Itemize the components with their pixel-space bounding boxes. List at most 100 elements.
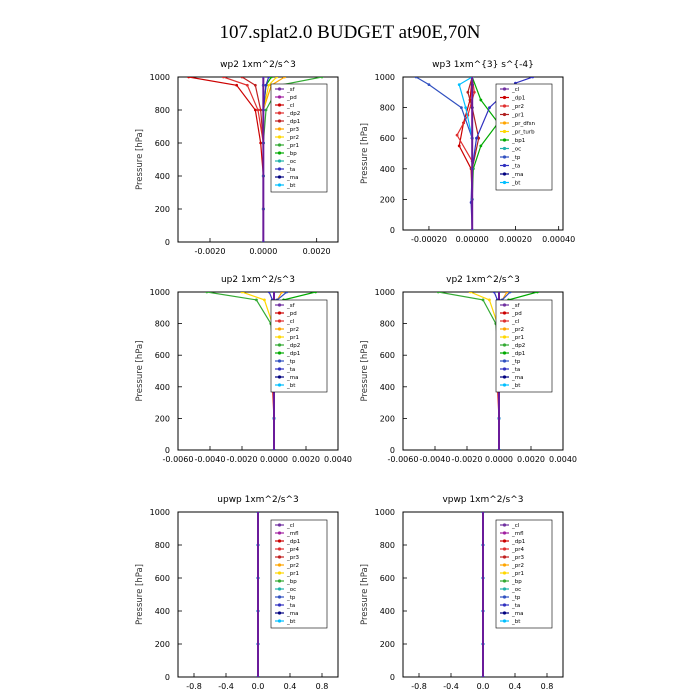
legend-box	[495, 83, 553, 191]
x-tick-label: -0.8	[411, 682, 427, 691]
y-tick-label: 1000	[150, 288, 170, 297]
legend-marker	[502, 104, 507, 108]
legend-marker	[502, 555, 507, 559]
x-tick-label: 0.0020	[292, 455, 320, 464]
legend-entry: _dp1	[511, 96, 525, 102]
series-point	[240, 77, 244, 79]
legend-marker	[277, 523, 282, 527]
legend-marker	[277, 619, 282, 623]
x-tick-label: -0.00020	[411, 235, 447, 244]
legend-entry: _pd	[286, 311, 297, 317]
y-axis-label: Pressure [hPa]	[360, 123, 370, 184]
series-point	[285, 292, 289, 294]
x-tick-label: 0.0040	[549, 455, 577, 464]
x-tick-label: 0.0040	[324, 455, 352, 464]
y-tick-label: 800	[380, 320, 395, 329]
x-tick-label: 0.0	[477, 682, 490, 691]
series-point	[205, 292, 209, 294]
y-tick-label: 200	[380, 414, 395, 423]
legend-entry: _pr4	[286, 547, 300, 553]
series-point	[479, 144, 483, 148]
legend-entry: _sf	[286, 303, 296, 309]
legend-marker	[502, 303, 507, 307]
legend-entry: _pr3	[286, 555, 300, 561]
legend-marker	[502, 383, 507, 387]
legend-entry: _pr3	[511, 555, 525, 561]
y-tick-label: 600	[155, 574, 170, 583]
y-tick-label: 600	[380, 574, 395, 583]
legend-marker	[502, 327, 507, 331]
x-tick-label: 0.0	[252, 682, 265, 691]
legend-entry: _ta	[286, 167, 295, 173]
series-point	[472, 90, 476, 94]
series-point	[245, 83, 249, 87]
legend-marker	[502, 311, 507, 315]
series-layer	[256, 512, 260, 677]
legend-marker	[502, 95, 507, 100]
legend-marker	[277, 595, 282, 599]
series-point	[255, 298, 258, 302]
legend-entry: _ta	[286, 367, 295, 373]
series-point	[477, 136, 481, 140]
y-tick-label: 800	[155, 106, 170, 115]
legend-marker	[502, 367, 507, 371]
y-axis-label: Pressure [hPa]	[135, 341, 145, 402]
y-axis-label: Pressure [hPa]	[360, 564, 370, 625]
legend-entry: _pr2	[511, 327, 524, 333]
legend-entry: _dp2	[511, 343, 525, 349]
series-point	[466, 90, 470, 94]
x-tick-label: -0.0040	[195, 455, 226, 464]
legend-marker	[502, 359, 507, 363]
legend-marker	[277, 531, 282, 535]
legend-entry: _bt	[286, 183, 296, 189]
legend: _sf _pd _cl _dp2 _dp1 _pr3 _pr2 _pr1 _bp _oc _ta _m…	[270, 83, 328, 193]
y-tick-label: 800	[380, 104, 395, 113]
legend-entry: _dp2	[286, 111, 300, 117]
legend-marker	[277, 547, 282, 551]
y-tick-label: 1000	[375, 73, 395, 82]
series-layer	[481, 512, 485, 677]
legend-marker	[502, 138, 507, 142]
y-tick-label: 0	[165, 446, 170, 455]
series-point	[221, 77, 225, 79]
x-tick-label: 0.00000	[456, 235, 489, 244]
y-tick-label: 1000	[375, 288, 395, 297]
x-tick-label: 0.0000	[249, 247, 277, 256]
legend-marker	[277, 359, 282, 363]
y-tick-label: 1000	[150, 508, 170, 517]
y-tick-label: 200	[155, 414, 170, 423]
legend-marker	[502, 87, 507, 91]
legend-marker	[502, 335, 507, 339]
legend-entry: _pd	[511, 311, 522, 317]
x-tick-label: 0.0000	[485, 455, 513, 464]
legend-entry: _bp	[511, 579, 522, 585]
legend-marker	[277, 351, 282, 355]
legend-marker	[277, 611, 282, 615]
series-point	[320, 77, 324, 79]
series-point	[264, 108, 268, 112]
legend-entry: _cl	[286, 523, 295, 529]
legend-entry: _bt	[511, 383, 521, 389]
x-tick-label: 0.4	[509, 682, 522, 691]
series-point	[259, 141, 263, 145]
y-tick-label: 400	[155, 383, 170, 392]
series-point	[240, 292, 244, 294]
legend-entry: _ma	[511, 172, 523, 178]
series-point	[531, 77, 535, 79]
legend-marker	[277, 571, 282, 575]
legend-marker	[277, 183, 282, 187]
y-tick-label: 200	[155, 205, 170, 214]
y-tick-label: 0	[165, 238, 170, 247]
y-tick-label: 0	[390, 226, 395, 235]
legend-entry: _pr_turb	[511, 130, 535, 136]
legend-marker	[502, 547, 507, 551]
legend-marker	[502, 129, 507, 134]
page-title: 107.splat2.0 BUDGET at90E,70N	[219, 22, 481, 43]
series-point	[264, 83, 268, 87]
x-tick-label: -0.4	[443, 682, 459, 691]
legend-marker	[277, 151, 282, 155]
legend-marker	[502, 155, 507, 159]
legend-entry: _dp1	[511, 351, 525, 357]
legend-marker	[502, 579, 507, 583]
series-point	[314, 292, 317, 294]
